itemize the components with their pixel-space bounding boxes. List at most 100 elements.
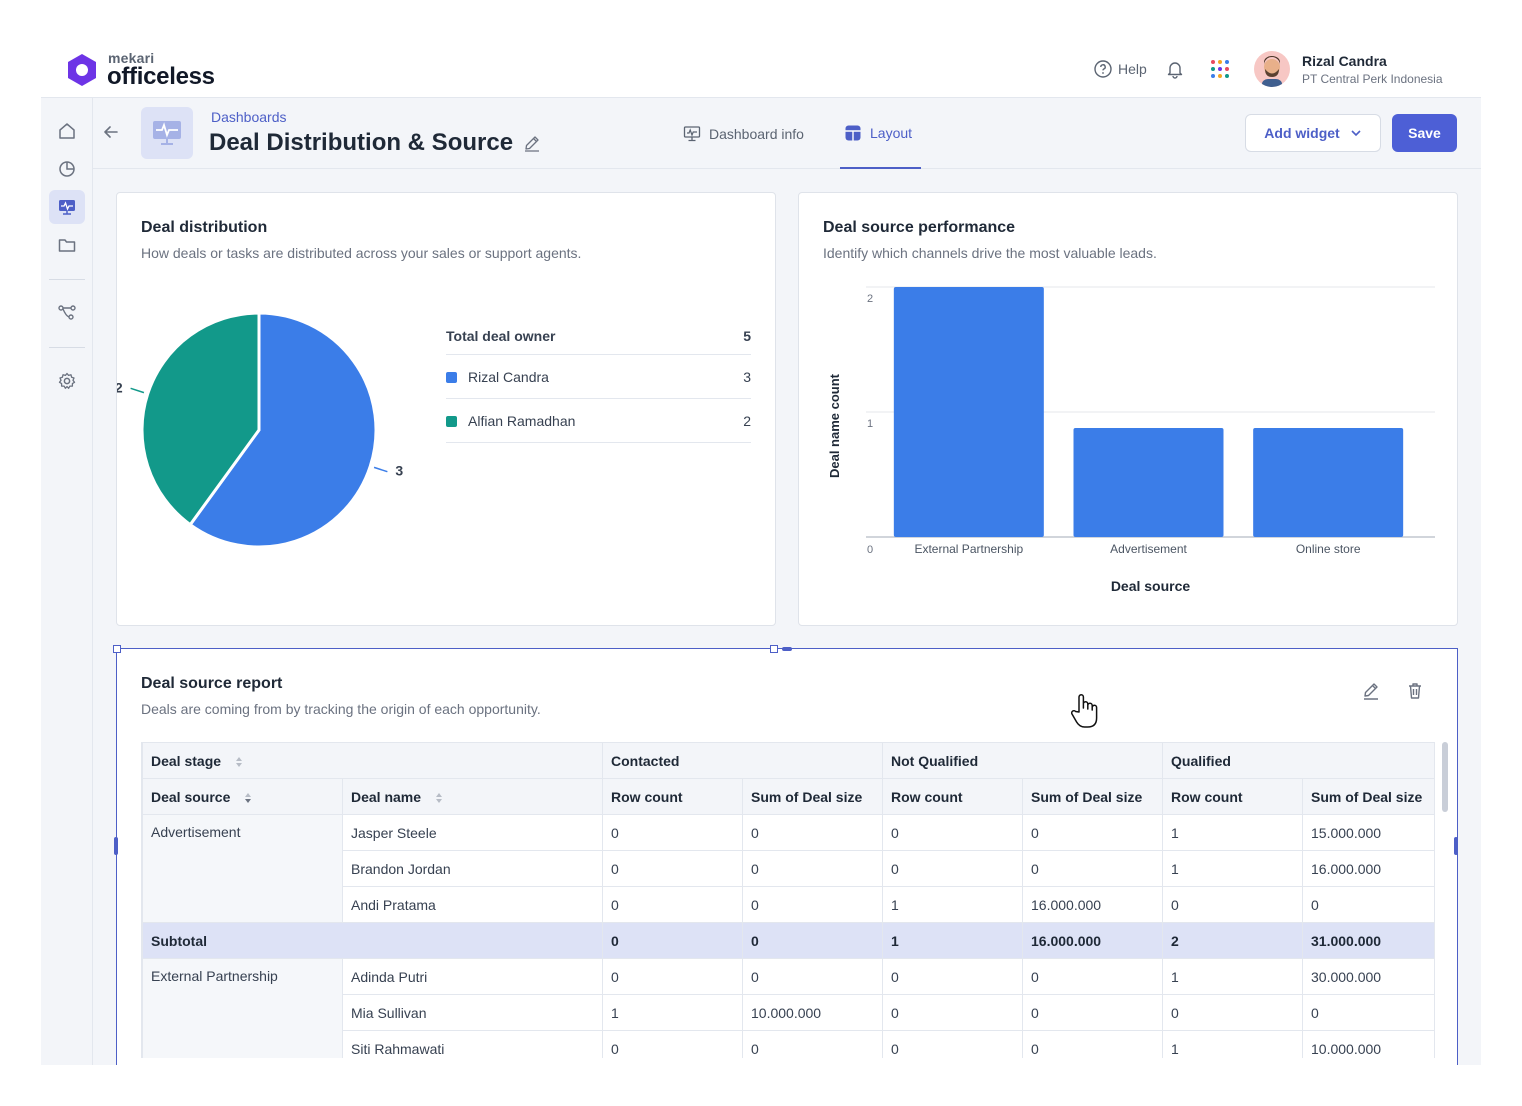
resize-handle[interactable]	[770, 645, 778, 653]
app-window: mekari officeless Help	[41, 40, 1481, 1065]
pie-label-leader	[130, 387, 145, 394]
notification-bell-icon[interactable]	[1165, 59, 1185, 79]
cell-sum-deal-size: 0	[741, 814, 884, 851]
pie-data-label: 3	[395, 463, 403, 479]
card-title: Deal source report	[141, 675, 283, 692]
resize-handle[interactable]	[113, 645, 121, 653]
cell-deal-name: Andi Pratama	[342, 886, 603, 923]
legend-item[interactable]: Rizal Candra 3	[446, 355, 751, 399]
cell-row-count: 0	[882, 1030, 1024, 1058]
dashboard-monitor-icon	[59, 200, 75, 215]
add-widget-button[interactable]: Add widget	[1245, 114, 1381, 152]
pie-label-leader	[373, 466, 388, 473]
nav-settings[interactable]	[49, 364, 85, 398]
edit-pencil-icon[interactable]	[523, 134, 541, 152]
cell-sum-deal-size: 31.000.000	[1302, 922, 1434, 959]
edit-pencil-icon[interactable]	[1361, 681, 1381, 701]
legend-swatch	[446, 415, 457, 427]
nav-analytics[interactable]	[49, 152, 85, 186]
header-deal-source[interactable]: Deal source	[142, 778, 343, 815]
top-bar: mekari officeless Help	[41, 40, 1481, 98]
table-row: Andi Pratama 0 0 1 16.000.000 0 0	[143, 886, 1434, 923]
side-nav	[41, 98, 93, 1065]
avatar[interactable]	[1254, 51, 1290, 87]
report-table-scroll[interactable]: Deal stage Contacted Not Qualified Quali…	[141, 742, 1435, 1058]
user-name[interactable]: Rizal Candra	[1302, 53, 1387, 69]
bar[interactable]	[893, 287, 1044, 537]
trash-icon[interactable]	[1405, 681, 1425, 701]
legend-total: 5	[743, 327, 751, 344]
cell-deal-source: Advertisement	[142, 814, 343, 923]
bar[interactable]	[1253, 428, 1404, 537]
cell-row-count: 1	[1162, 814, 1304, 851]
deal-source-report-card[interactable]: Deal source report Deals are coming from…	[113, 645, 1458, 1065]
cell-sum-deal-size: 0	[741, 922, 884, 959]
cell-sum-deal-size: 0	[1022, 958, 1164, 995]
cell-row-count: 0	[1162, 886, 1304, 923]
header-sum-deal-size: Sum of Deal size	[1302, 778, 1434, 815]
cell-sum-deal-size: 0	[1022, 814, 1164, 851]
page-title-text: Deal Distribution & Source	[209, 129, 514, 156]
header-label: Deal name	[351, 788, 422, 805]
cell-sum-deal-size: 10.000.000	[1302, 1030, 1434, 1058]
nav-workflow[interactable]	[49, 295, 85, 329]
header-deal-name[interactable]: Deal name	[342, 778, 603, 815]
nav-home[interactable]	[49, 114, 85, 148]
cell-sum-deal-size: 0	[1022, 994, 1164, 1031]
page-header: Dashboards Deal Distribution & Source Da…	[93, 98, 1481, 169]
nav-files[interactable]	[49, 228, 85, 262]
cell-sum-deal-size: 0	[741, 850, 884, 887]
sort-icon[interactable]	[235, 756, 243, 768]
cell-sum-deal-size: 0	[1022, 1030, 1164, 1058]
y-tick-label: 1	[867, 418, 873, 430]
cell-sum-deal-size: 0	[741, 886, 884, 923]
help-button[interactable]: Help	[1094, 60, 1147, 78]
gear-icon	[58, 372, 76, 389]
back-arrow-icon[interactable]	[101, 122, 121, 142]
cell-row-count: 0	[1162, 994, 1304, 1031]
deal-distribution-card[interactable]: Deal distribution How deals or tasks are…	[116, 192, 776, 626]
legend-item-label-wrap: Rizal Candra	[446, 369, 549, 385]
page-title: Deal Distribution & Source	[209, 129, 541, 157]
tab-layout[interactable]: Layout	[840, 98, 921, 169]
pie-slice[interactable]	[188, 311, 378, 549]
legend-header-label: Total deal owner	[446, 327, 556, 344]
brand-name: officeless	[107, 63, 215, 90]
cell-sum-deal-size: 0	[741, 1030, 884, 1058]
header-label: Deal stage	[151, 752, 222, 769]
sort-icon[interactable]	[435, 792, 443, 804]
header-sum-deal-size: Sum of Deal size	[741, 778, 884, 815]
header-deal-stage[interactable]: Deal stage	[142, 742, 603, 779]
home-icon	[59, 123, 75, 139]
card-title: Deal source performance	[823, 219, 1016, 236]
apps-grid-icon[interactable]	[1211, 60, 1229, 78]
table-row: Siti Rahmawati 0 0 0 0 1 10.000.000	[143, 1030, 1434, 1058]
brand-small: mekari	[108, 50, 155, 66]
resize-handle[interactable]	[782, 647, 792, 651]
cell-row-count: 0	[882, 850, 1024, 887]
officeless-logo-icon[interactable]	[67, 53, 97, 87]
cell-sum-deal-size: 0	[741, 958, 884, 995]
pie-chart[interactable]: 32	[117, 289, 417, 589]
cell-sum-deal-size: 0	[1022, 850, 1164, 887]
table-scrollbar[interactable]	[1442, 742, 1448, 812]
save-button[interactable]: Save	[1392, 114, 1457, 152]
pie-slice[interactable]	[140, 311, 261, 527]
tab-dashboard-info[interactable]: Dashboard info	[683, 98, 804, 169]
cell-row-count: 2	[1162, 922, 1304, 959]
legend-item[interactable]: Alfian Ramadhan 2	[446, 399, 751, 443]
nav-dashboards[interactable]	[49, 190, 85, 224]
cell-sum-deal-size: 16.000.000	[1022, 886, 1164, 923]
sort-icon[interactable]	[244, 792, 252, 804]
cell-row-count: 0	[602, 1030, 743, 1058]
y-tick-label: 0	[867, 544, 873, 556]
breadcrumb[interactable]: Dashboards	[211, 109, 287, 125]
bar[interactable]	[1073, 428, 1224, 537]
deal-source-performance-card[interactable]: Deal source performance Identify which c…	[798, 192, 1458, 626]
y-tick-label: 2	[867, 293, 873, 305]
cell-sum-deal-size: 0	[1302, 886, 1434, 923]
bar-chart[interactable]: 0 1 2 External Partnership Advertisement Onli…	[799, 193, 1459, 627]
resize-handle[interactable]	[1454, 837, 1458, 855]
legend-swatch	[446, 371, 457, 383]
resize-handle[interactable]	[114, 837, 118, 855]
